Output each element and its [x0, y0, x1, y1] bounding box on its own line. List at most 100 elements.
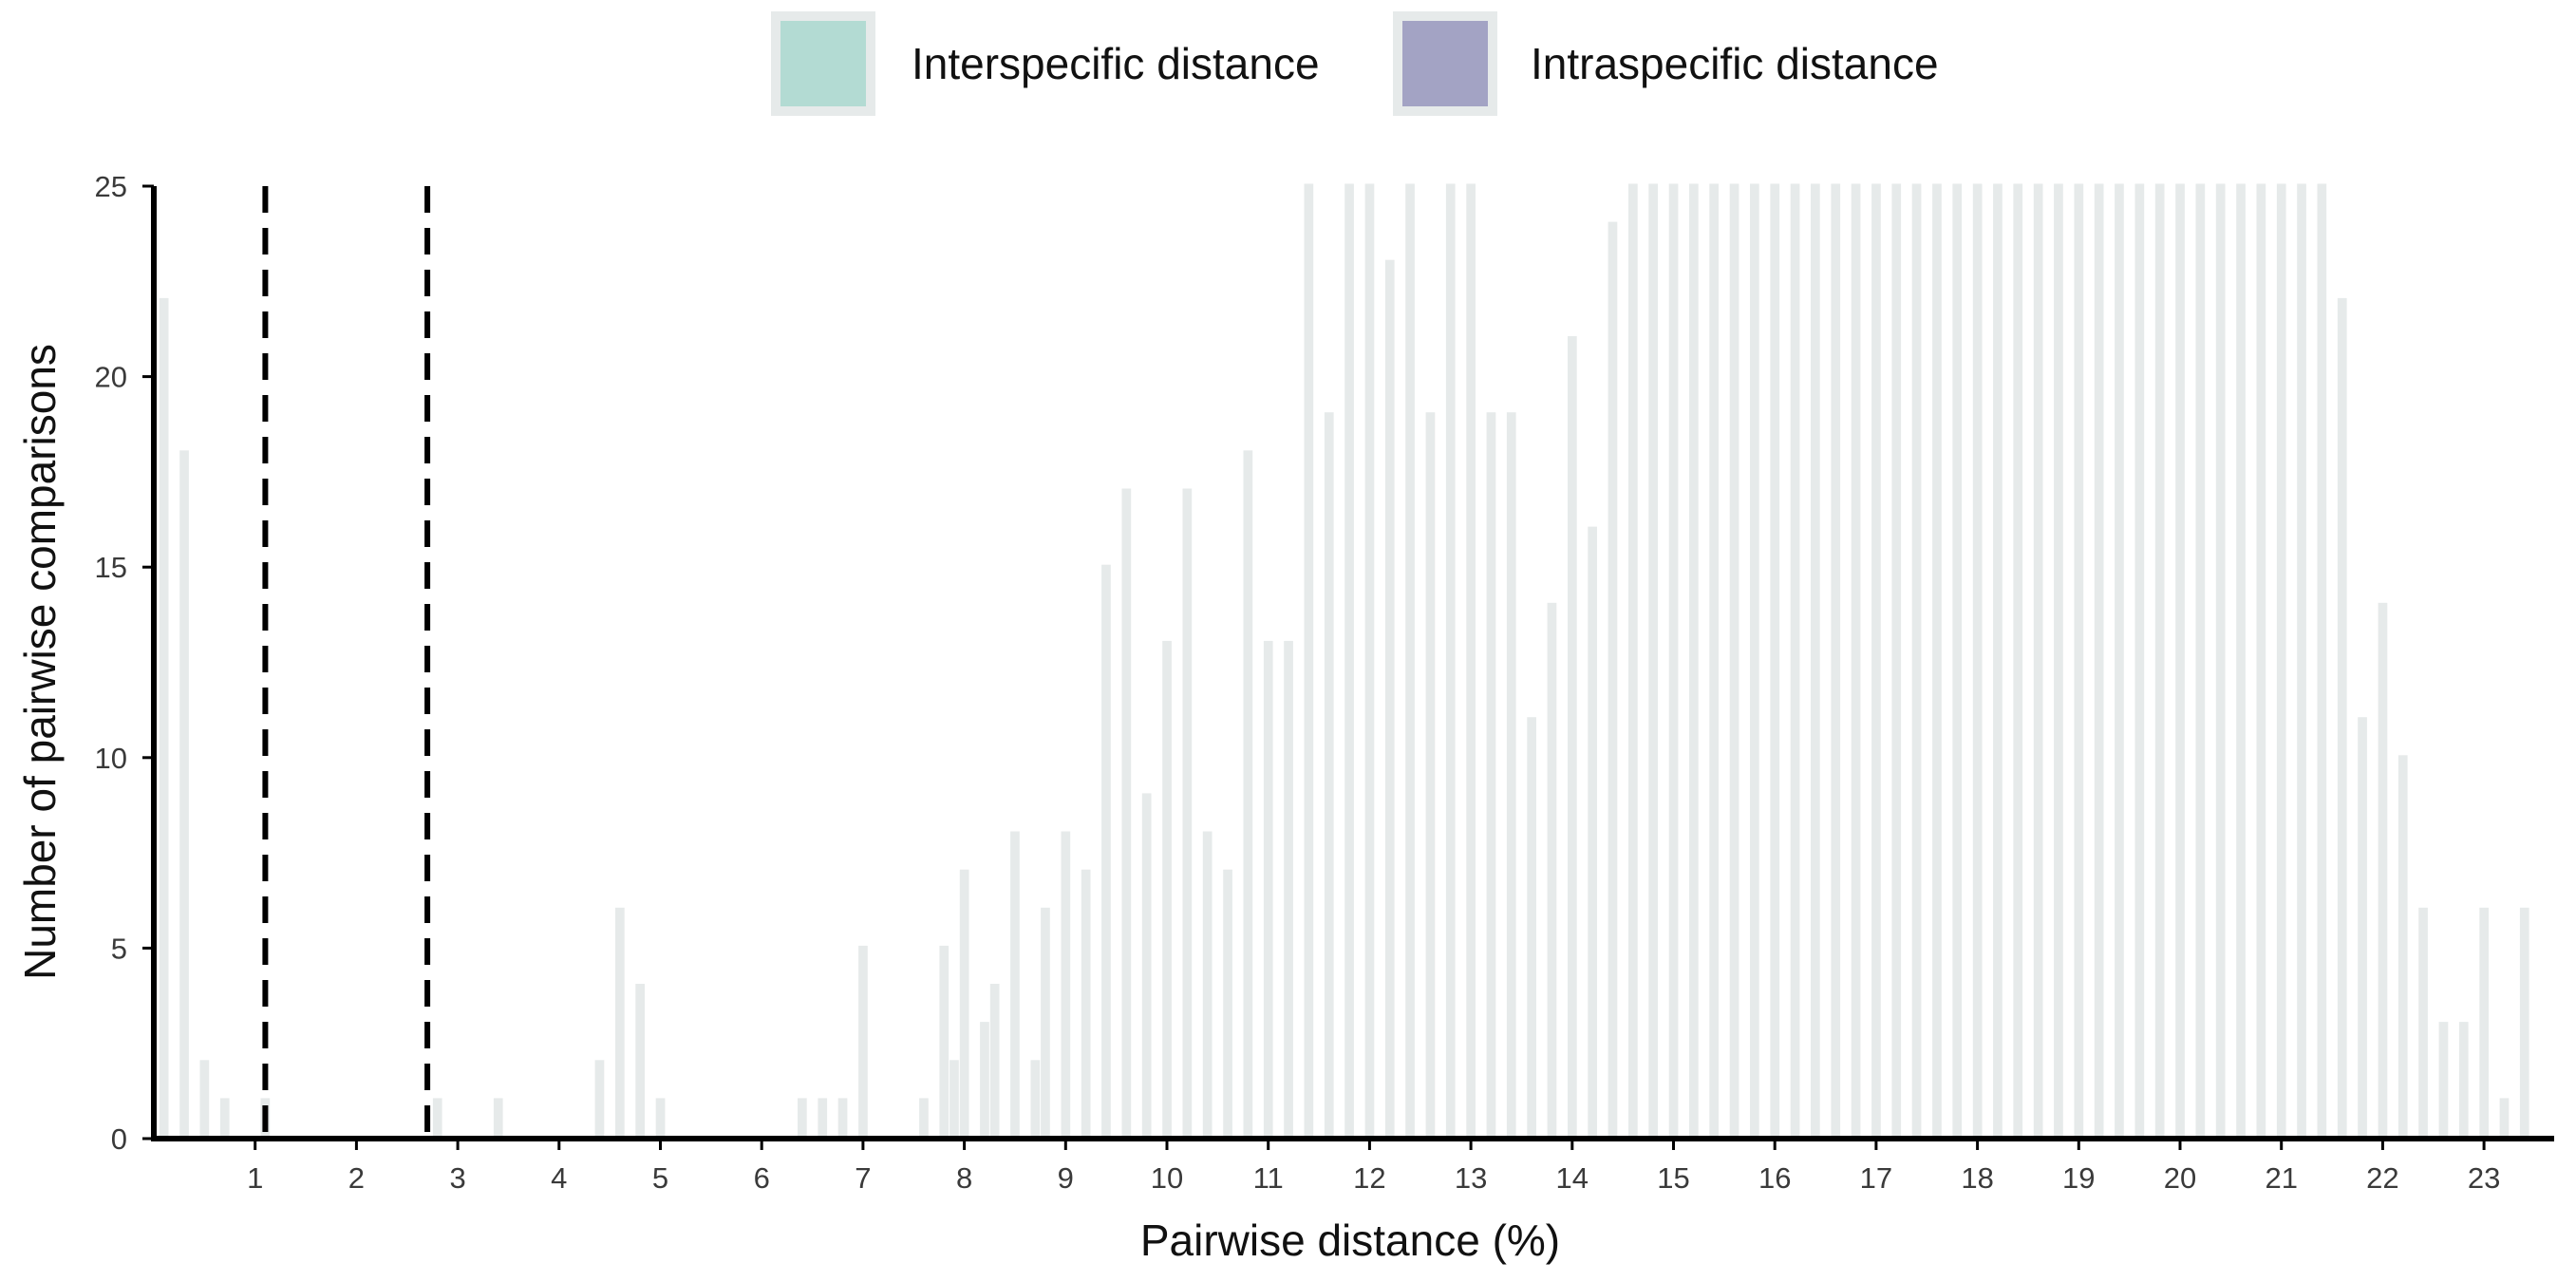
bar-interspecific-19 [1061, 831, 1071, 1141]
y-tick-label-3: 15 [95, 551, 127, 584]
x-tick-label-10: 11 [1253, 1161, 1284, 1195]
bar-interspecific-89 [2479, 907, 2490, 1141]
bar-interspecific-58 [1851, 183, 1861, 1141]
x-tick-label-7: 8 [956, 1161, 972, 1195]
bar-intraspecific-1 [179, 450, 189, 1141]
legend: Interspecific distance Intraspecific dis… [771, 11, 1939, 116]
x-tick-label-15: 16 [1758, 1161, 1791, 1195]
bar-interspecific-75 [2195, 183, 2206, 1141]
bar-interspecific-45 [1588, 526, 1598, 1141]
bar-interspecific-76 [2215, 183, 2226, 1141]
bar-interspecific-46 [1608, 221, 1618, 1141]
bar-interspecific-10 [919, 1098, 929, 1141]
bar-interspecific-81 [2317, 183, 2327, 1141]
bar-interspecific-35 [1384, 259, 1395, 1141]
bar-interspecific-50 [1689, 183, 1699, 1141]
bar-interspecific-4 [635, 984, 645, 1141]
bar-interspecific-70 [2094, 183, 2104, 1141]
x-tick-label-2: 3 [449, 1161, 465, 1195]
bar-interspecific-62 [1932, 183, 1942, 1141]
bar-interspecific-1 [493, 1098, 503, 1141]
bar-interspecific-63 [1952, 183, 1963, 1141]
bar-interspecific-38 [1445, 183, 1456, 1141]
bar-interspecific-73 [2154, 183, 2165, 1141]
x-tick-label-9: 10 [1151, 1161, 1183, 1195]
bar-interspecific-18 [1041, 907, 1050, 1141]
bar-interspecific-0 [432, 1098, 442, 1141]
x-tick-label-16: 17 [1860, 1161, 1892, 1195]
bar-interspecific-90 [2499, 1098, 2510, 1141]
legend-swatch-intraspecific [1393, 11, 1497, 116]
bar-interspecific-6 [798, 1098, 807, 1141]
threshold-lines [262, 186, 431, 1139]
bar-interspecific-51 [1709, 183, 1720, 1141]
bar-interspecific-2 [594, 1060, 605, 1141]
bar-interspecific-41 [1506, 412, 1516, 1141]
y-tick-label-0: 0 [111, 1122, 127, 1156]
bar-interspecific-56 [1811, 183, 1820, 1141]
bar-interspecific-14 [980, 1022, 989, 1141]
bar-interspecific-28 [1243, 450, 1253, 1141]
bar-interspecific-52 [1729, 183, 1739, 1141]
x-tick-label-18: 19 [2062, 1161, 2095, 1195]
bar-interspecific-72 [2134, 183, 2145, 1141]
x-axis-title: Pairwise distance (%) [1140, 1216, 1560, 1265]
legend-label-interspecific: Interspecific distance [912, 39, 1320, 88]
bar-interspecific-39 [1466, 183, 1476, 1141]
x-tick-label-0: 1 [247, 1161, 263, 1195]
bar-interspecific-13 [959, 869, 969, 1141]
bar-interspecific-40 [1486, 412, 1496, 1141]
bar-interspecific-21 [1101, 564, 1111, 1141]
x-tick-label-4: 5 [652, 1161, 668, 1195]
bar-interspecific-66 [2013, 183, 2023, 1141]
bar-interspecific-9 [858, 945, 868, 1141]
y-axis-title: Number of pairwise comparisons [15, 344, 65, 980]
bar-interspecific-42 [1527, 717, 1537, 1141]
x-tick-label-14: 15 [1657, 1161, 1689, 1195]
bar-interspecific-43 [1547, 602, 1557, 1141]
bar-interspecific-12 [950, 1060, 959, 1141]
bar-interspecific-85 [2397, 755, 2408, 1141]
bar-interspecific-15 [989, 984, 1000, 1141]
x-tick-label-11: 12 [1353, 1161, 1385, 1195]
bar-interspecific-86 [2418, 907, 2428, 1141]
interspecific-bars [432, 183, 2529, 1141]
bar-interspecific-44 [1568, 336, 1577, 1141]
bar-interspecific-87 [2438, 1022, 2449, 1141]
bar-interspecific-36 [1405, 183, 1415, 1141]
legend-swatch-interspecific [771, 11, 875, 116]
bar-interspecific-8 [837, 1098, 848, 1141]
bar-interspecific-69 [2074, 183, 2084, 1141]
bar-interspecific-11 [939, 945, 950, 1141]
bar-interspecific-60 [1891, 183, 1902, 1141]
bar-interspecific-53 [1750, 183, 1759, 1141]
bar-interspecific-57 [1831, 183, 1841, 1141]
bar-interspecific-30 [1284, 640, 1293, 1141]
bar-interspecific-24 [1162, 640, 1172, 1141]
bar-interspecific-91 [2519, 907, 2529, 1141]
bar-interspecific-83 [2358, 717, 2367, 1141]
y-tick-label-2: 10 [95, 742, 127, 775]
bar-interspecific-71 [2115, 183, 2124, 1141]
bar-interspecific-68 [2054, 183, 2063, 1141]
bar-interspecific-74 [2175, 183, 2185, 1141]
bar-interspecific-34 [1364, 183, 1375, 1141]
x-tick-label-22: 23 [2468, 1161, 2500, 1195]
x-axis-ticks: 1 2 3 4 5 6 7 8 9 10 11 12 13 14 15 16 17 18 19 20 21 22 23 [247, 1139, 2500, 1195]
bar-intraspecific-0 [159, 297, 169, 1141]
bar-interspecific-65 [1993, 183, 2003, 1141]
bar-interspecific-33 [1344, 183, 1354, 1141]
bar-interspecific-84 [2378, 602, 2388, 1141]
bar-interspecific-37 [1425, 412, 1436, 1141]
bar-interspecific-22 [1121, 488, 1132, 1141]
x-tick-label-13: 14 [1556, 1161, 1589, 1195]
bar-interspecific-16 [1010, 831, 1020, 1141]
bar-interspecific-7 [818, 1098, 828, 1141]
x-tick-label-1: 2 [348, 1161, 365, 1195]
x-tick-label-19: 20 [2164, 1161, 2196, 1195]
y-tick-label-4: 20 [95, 361, 127, 394]
bar-interspecific-78 [2256, 183, 2266, 1141]
bar-interspecific-49 [1668, 183, 1679, 1141]
x-tick-label-3: 4 [551, 1161, 567, 1195]
bar-interspecific-31 [1304, 183, 1314, 1141]
